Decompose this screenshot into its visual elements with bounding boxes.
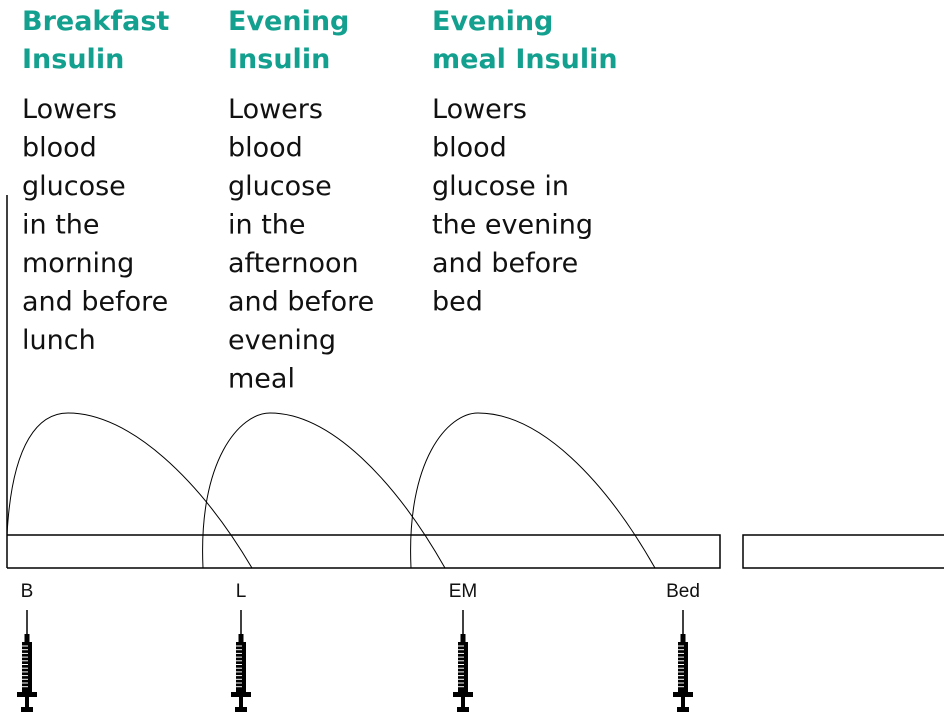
action-curve — [6, 412, 253, 569]
column-description: evening — [228, 325, 336, 356]
column-description: lunch — [22, 325, 96, 356]
syringe-barrel — [236, 642, 246, 692]
syringe — [673, 610, 693, 712]
column-title: Breakfast — [22, 6, 169, 37]
time-label: Bed — [666, 581, 700, 602]
action-curve — [202, 412, 446, 569]
column-description: Lowers — [432, 94, 527, 125]
syringe-tip — [24, 634, 30, 642]
column-description: blood — [22, 133, 97, 164]
plunger — [25, 697, 29, 707]
column-title: Insulin — [22, 44, 124, 75]
syringe — [453, 610, 473, 712]
column-description: bed — [432, 287, 483, 318]
column-description: in the — [228, 210, 306, 241]
column-description: in the — [22, 210, 100, 241]
time-label: L — [236, 581, 247, 602]
column-title: Evening — [228, 6, 349, 37]
plunger — [239, 697, 243, 707]
syringe — [17, 610, 37, 712]
plunger — [681, 697, 685, 707]
plunger-end — [21, 707, 33, 712]
finger-grip — [17, 692, 37, 697]
syringe-tip — [460, 634, 466, 642]
column-description: blood — [432, 133, 507, 164]
time-bar — [7, 534, 721, 569]
finger-grip — [673, 692, 693, 697]
plunger — [461, 697, 465, 707]
column-description: Lowers — [22, 94, 117, 125]
syringe-tip — [680, 634, 686, 642]
finger-grip — [453, 692, 473, 697]
plunger-end — [677, 707, 689, 712]
time-label: EM — [449, 581, 478, 602]
syringe-barrel — [22, 642, 32, 692]
column-title: Insulin — [228, 44, 330, 75]
column-description: and before — [228, 287, 374, 318]
column-description: blood — [228, 133, 303, 164]
syringe-barrel — [678, 642, 688, 692]
time-label: B — [21, 581, 34, 602]
finger-grip — [231, 692, 251, 697]
syringe-tip — [238, 634, 244, 642]
time-bar-continued — [742, 534, 944, 569]
column-description: glucose — [228, 171, 332, 202]
column-description: glucose in — [432, 171, 569, 202]
column-title: Evening — [432, 6, 553, 37]
syringe-barrel — [458, 642, 468, 692]
column-description: meal — [228, 364, 295, 395]
action-curve — [410, 412, 656, 569]
plunger-end — [457, 707, 469, 712]
column-description: glucose — [22, 171, 126, 202]
column-description: and before — [432, 248, 578, 279]
column-description: morning — [22, 248, 134, 279]
syringe — [231, 610, 251, 712]
column-description: and before — [22, 287, 168, 318]
plunger-end — [235, 707, 247, 712]
column-description: afternoon — [228, 248, 359, 279]
column-title: meal Insulin — [432, 44, 618, 75]
column-description: Lowers — [228, 94, 323, 125]
column-description: the evening — [432, 210, 593, 241]
